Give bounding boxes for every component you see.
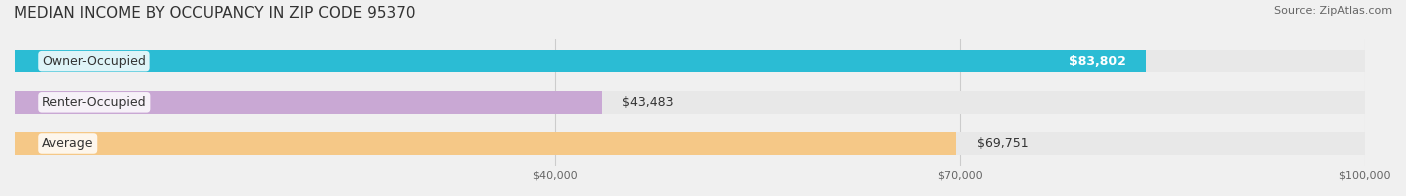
Text: Owner-Occupied: Owner-Occupied bbox=[42, 55, 146, 68]
Bar bbox=[15, 50, 1365, 73]
Bar bbox=[15, 91, 602, 114]
Bar bbox=[15, 50, 1146, 73]
Bar bbox=[15, 132, 956, 155]
Bar bbox=[15, 132, 1365, 155]
Text: $83,802: $83,802 bbox=[1069, 55, 1126, 68]
Text: Renter-Occupied: Renter-Occupied bbox=[42, 96, 146, 109]
Bar bbox=[15, 91, 1365, 114]
Text: Average: Average bbox=[42, 137, 93, 150]
Text: $69,751: $69,751 bbox=[977, 137, 1028, 150]
Text: Source: ZipAtlas.com: Source: ZipAtlas.com bbox=[1274, 6, 1392, 16]
Text: $43,483: $43,483 bbox=[623, 96, 673, 109]
Text: MEDIAN INCOME BY OCCUPANCY IN ZIP CODE 95370: MEDIAN INCOME BY OCCUPANCY IN ZIP CODE 9… bbox=[14, 6, 416, 21]
